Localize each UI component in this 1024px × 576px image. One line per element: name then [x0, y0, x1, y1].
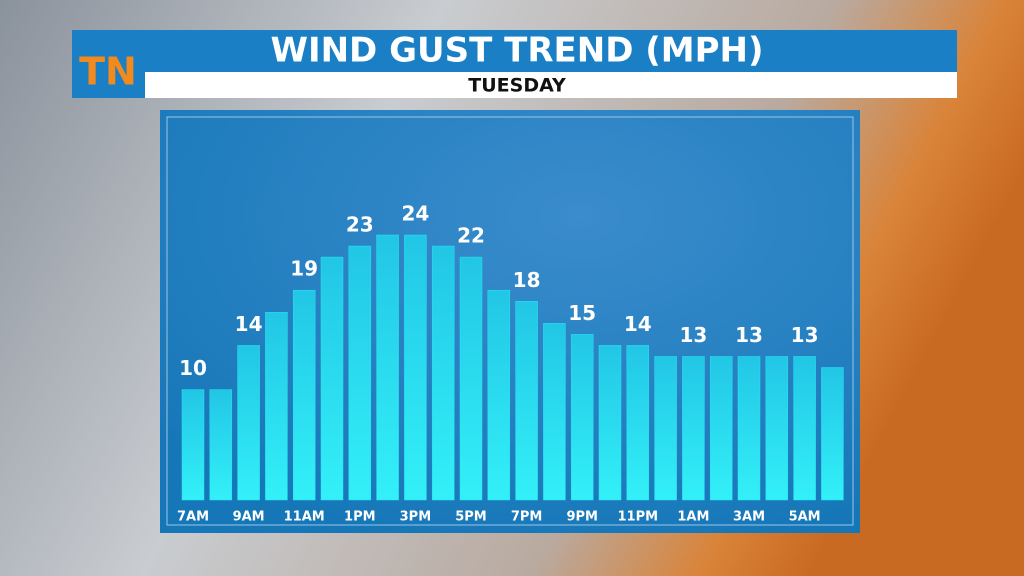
value-label: 22 — [457, 224, 485, 248]
bar — [598, 345, 622, 501]
bar — [320, 256, 344, 501]
bar — [209, 389, 233, 501]
bar — [292, 289, 316, 501]
x-tick-label: 7AM — [177, 510, 209, 525]
x-tick-label: 3PM — [400, 510, 432, 525]
bar — [682, 356, 705, 501]
value-label: 19 — [290, 257, 318, 281]
x-tick-label: 9PM — [566, 510, 598, 525]
value-label: 10 — [179, 356, 207, 380]
plot: 7AM 10 9AM 14 11AM 19 1PM 23 3PM 24 5PM 22 7PM 18 9PM 1… — [177, 202, 844, 525]
x-tick-label: 1PM — [344, 510, 376, 525]
value-label: 15 — [568, 301, 596, 325]
bar — [459, 256, 483, 501]
x-tick-label: 3AM — [733, 510, 765, 525]
bar — [265, 312, 288, 501]
bar — [237, 345, 260, 501]
bar — [626, 345, 650, 501]
bar — [515, 301, 538, 501]
x-tick-label: 9AM — [233, 510, 265, 525]
bar — [765, 356, 789, 501]
x-tick-label: 7PM — [511, 510, 543, 525]
bar — [570, 334, 594, 501]
bar — [404, 234, 427, 501]
bar — [821, 367, 844, 501]
value-label: 13 — [679, 323, 707, 347]
value-label: 14 — [624, 312, 652, 336]
logo: TN — [79, 50, 137, 94]
value-label: 13 — [791, 323, 819, 347]
value-label: 23 — [346, 213, 374, 237]
bar — [654, 356, 677, 501]
x-tick-label: 5PM — [455, 510, 487, 525]
chart-title: WIND GUST TREND (MPH) — [270, 31, 763, 71]
panel-border — [166, 116, 854, 526]
chart-subtitle: TUESDAY — [468, 75, 566, 97]
bar — [348, 245, 372, 501]
bar — [793, 356, 816, 501]
logo-box — [72, 30, 145, 98]
bar — [543, 323, 566, 501]
bar — [737, 356, 761, 501]
bar — [431, 245, 455, 501]
value-label: 24 — [401, 202, 429, 226]
bar — [709, 356, 733, 501]
x-tick-label: 11PM — [618, 510, 659, 525]
title-bar — [72, 30, 957, 72]
x-tick-label: 11AM — [284, 510, 325, 525]
bar — [487, 289, 511, 501]
value-label: 13 — [735, 323, 763, 347]
bar — [376, 234, 399, 501]
subtitle-bar — [145, 72, 957, 98]
bar — [181, 389, 205, 501]
value-label: 14 — [235, 312, 263, 336]
x-tick-label: 5AM — [789, 510, 821, 525]
value-label: 18 — [513, 268, 541, 292]
x-tick-label: 1AM — [677, 510, 709, 525]
